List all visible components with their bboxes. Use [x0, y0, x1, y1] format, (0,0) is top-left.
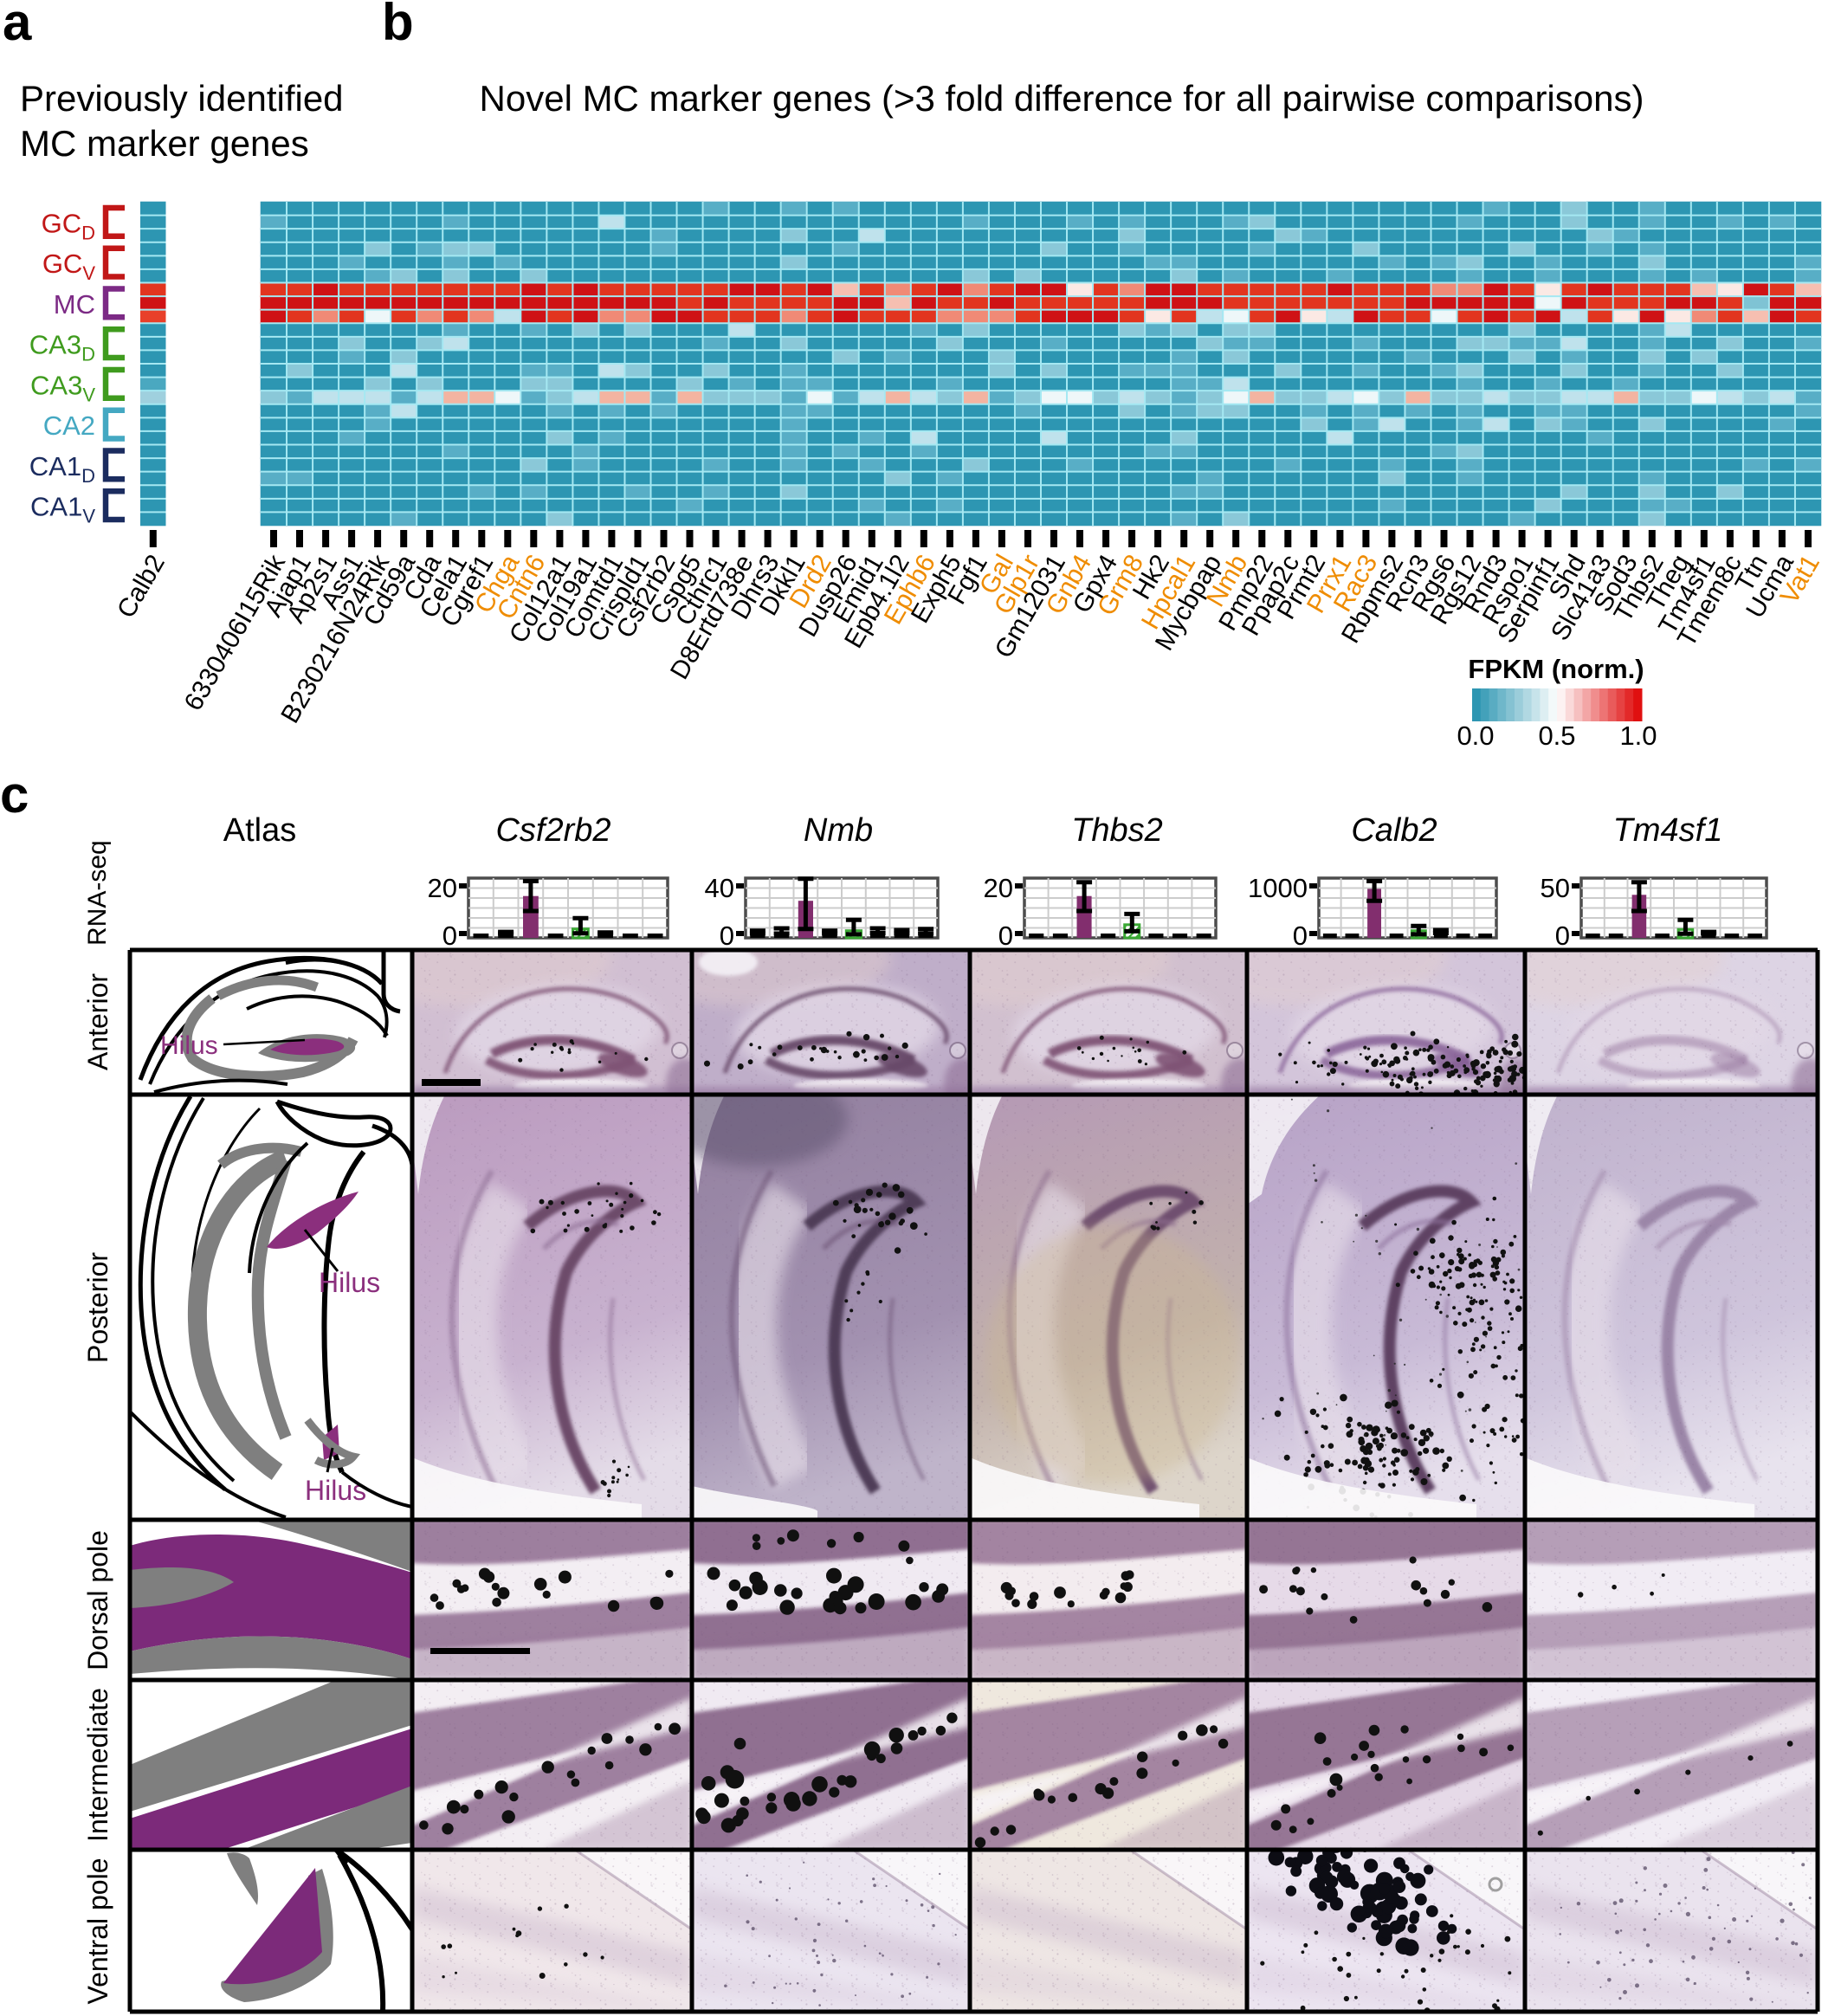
svg-text:0: 0: [442, 921, 457, 951]
svg-text:Thbs2: Thbs2: [1071, 812, 1163, 849]
svg-text:FPKM (norm.): FPKM (norm.): [1468, 654, 1644, 684]
svg-text:Novel MC marker genes (>3 fold: Novel MC marker genes (>3 fold differenc…: [480, 78, 1644, 119]
svg-text:GCD: GCD: [42, 208, 95, 243]
svg-text:RNA-seq: RNA-seq: [83, 840, 112, 946]
svg-text:MC: MC: [54, 289, 95, 320]
svg-text:Csf2rb2: Csf2rb2: [495, 812, 610, 849]
svg-text:Dorsal pole: Dorsal pole: [82, 1530, 113, 1670]
svg-text:b: b: [382, 0, 414, 51]
svg-text:0: 0: [1555, 921, 1570, 951]
svg-text:0: 0: [1293, 921, 1308, 951]
svg-text:Hilus: Hilus: [319, 1267, 380, 1298]
svg-text:Ventral pole: Ventral pole: [82, 1858, 113, 2004]
svg-text:0: 0: [720, 921, 734, 951]
svg-text:0.5: 0.5: [1538, 720, 1575, 751]
svg-text:Previously identified: Previously identified: [20, 78, 344, 119]
svg-text:0: 0: [998, 921, 1013, 951]
svg-text:a: a: [3, 0, 32, 51]
svg-text:Hilus: Hilus: [160, 1031, 218, 1060]
svg-text:Anterior: Anterior: [82, 973, 113, 1070]
svg-text:Calb2: Calb2: [1351, 812, 1437, 849]
svg-text:20: 20: [428, 873, 457, 903]
svg-text:Tm4sf1: Tm4sf1: [1613, 812, 1723, 849]
svg-text:50: 50: [1541, 873, 1570, 903]
svg-text:Posterior: Posterior: [82, 1252, 113, 1363]
svg-text:Intermediate: Intermediate: [82, 1688, 113, 1842]
svg-text:1000: 1000: [1248, 873, 1308, 903]
svg-text:Nmb: Nmb: [804, 812, 873, 849]
svg-text:1.0: 1.0: [1619, 720, 1657, 751]
svg-text:Atlas: Atlas: [223, 812, 296, 849]
svg-text:20: 20: [984, 873, 1013, 903]
svg-text:Hilus: Hilus: [305, 1475, 366, 1506]
svg-text:CA1V: CA1V: [30, 492, 95, 527]
svg-text:CA2: CA2: [43, 410, 95, 441]
svg-text:c: c: [0, 766, 29, 824]
svg-text:40: 40: [705, 873, 734, 903]
svg-text:MC marker genes: MC marker genes: [20, 123, 309, 164]
svg-text:0.0: 0.0: [1457, 720, 1494, 751]
